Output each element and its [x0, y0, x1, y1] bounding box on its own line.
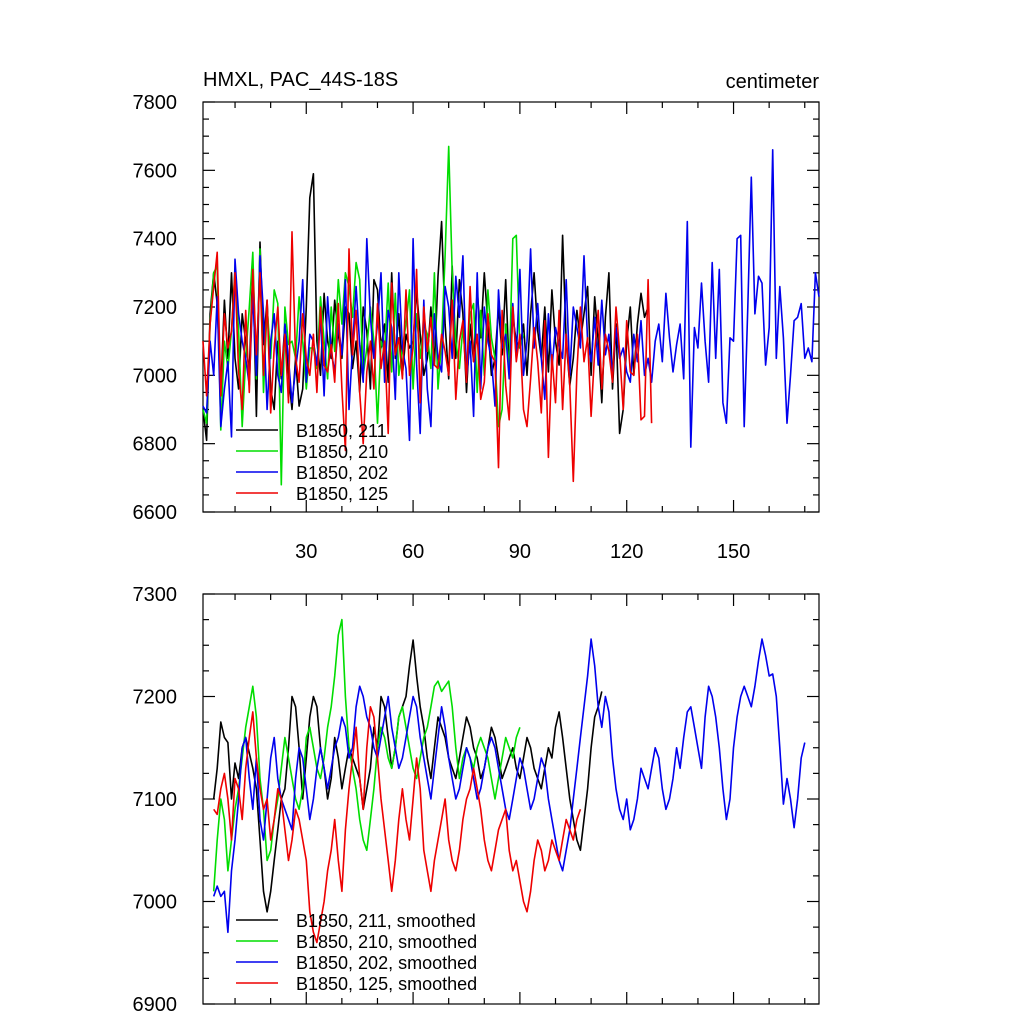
y-tick-label: 6900 [133, 994, 178, 1016]
y-tick-label: 6800 [133, 434, 178, 456]
series-line-1 [212, 639, 603, 913]
legend-label-1: B1850, 211, smoothed [296, 911, 476, 931]
bottom-panel-ticks: 6900 7000 7100 7200 7300 [133, 584, 819, 1016]
bottom-panel-series [212, 618, 806, 944]
y-tick-label: 7000 [133, 892, 178, 914]
legend-label-3: B1850, 202 [296, 463, 388, 483]
top-panel-title-right: centimeter [726, 71, 820, 93]
x-tick-label: 30 [295, 541, 317, 563]
legend-label-4: B1850, 125 [296, 484, 388, 504]
y-tick-label: 7100 [133, 789, 178, 811]
x-tick-label: 120 [610, 541, 643, 563]
x-tick-label: 90 [509, 541, 531, 563]
y-tick-label: 7000 [133, 365, 178, 387]
legend-label-3: B1850, 202, smoothed [296, 953, 477, 973]
top-panel-ticks: 6600 6800 7000 7200 7400 7600 7800 30 60 90 120 150 [133, 92, 819, 563]
y-tick-label: 7200 [133, 297, 178, 319]
legend-label-1: B1850, 211 [296, 421, 387, 441]
top-panel-title-left: HMXL, PAC_44S-18S [203, 69, 398, 91]
x-tick-label: 60 [402, 541, 424, 563]
y-tick-label: 7600 [133, 160, 178, 182]
x-tick-label: 150 [717, 541, 750, 563]
series-line-4 [202, 231, 653, 483]
bottom-panel: 6900 7000 7100 7200 7300 B1850, 211, smoothe… [133, 584, 820, 1016]
y-tick-label: 7300 [133, 584, 178, 606]
legend-label-4: B1850, 125, smoothed [296, 974, 477, 994]
y-tick-label: 7400 [133, 229, 178, 251]
top-panel: HMXL, PAC_44S-18S centimeter 6600 6800 700… [133, 69, 820, 563]
y-tick-label: 7800 [133, 92, 178, 114]
series-line-4 [213, 705, 582, 944]
legend-label-2: B1850, 210, smoothed [296, 932, 477, 952]
top-panel-series [202, 145, 820, 486]
y-tick-label: 6600 [133, 502, 178, 524]
series-line-3 [212, 638, 806, 934]
legend-label-2: B1850, 210 [296, 442, 388, 462]
y-tick-label: 7200 [133, 687, 178, 709]
